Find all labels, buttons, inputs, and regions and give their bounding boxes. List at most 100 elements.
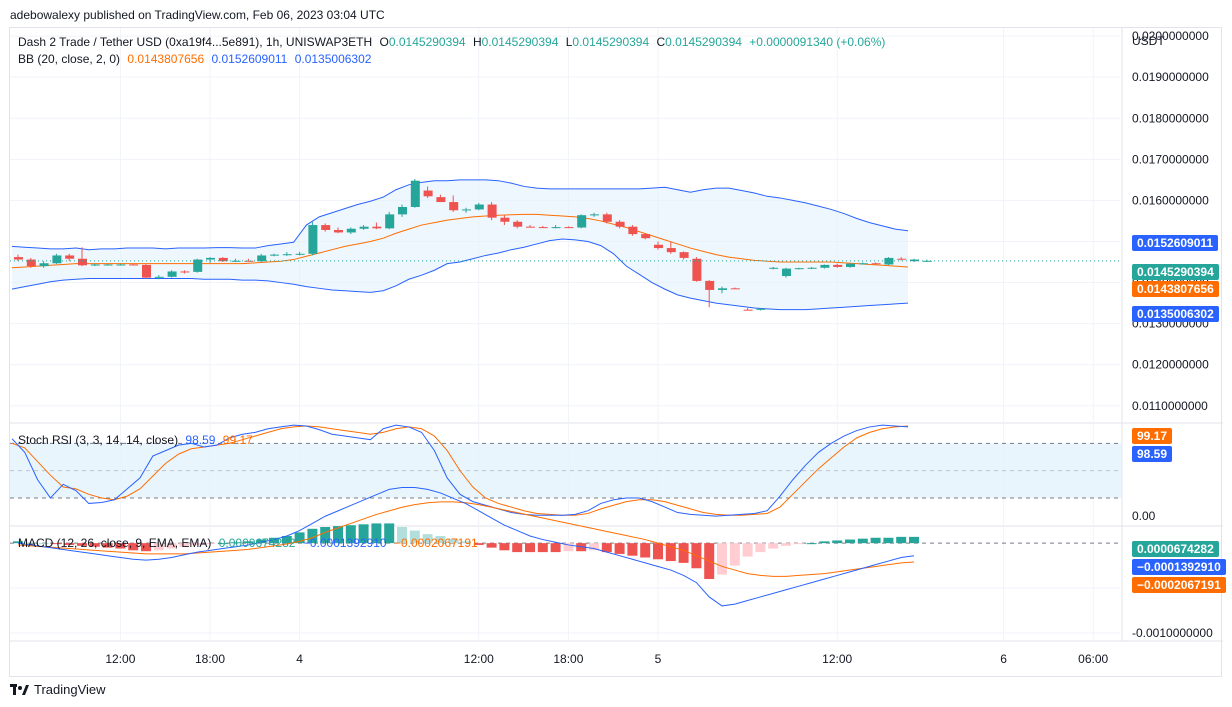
macd-histogram-bar	[269, 537, 279, 544]
macd-histogram-bar	[589, 543, 599, 551]
candle-body	[14, 257, 23, 260]
candle-body	[436, 197, 446, 203]
macd-histogram-bar	[717, 543, 727, 575]
candle-body	[615, 221, 625, 227]
macd-histogram-bar	[653, 543, 663, 560]
stoch-tick-label: 0.00	[1132, 509, 1156, 523]
candle-body	[474, 204, 484, 210]
price-tick-label: 0.0180000000	[1132, 111, 1209, 125]
macd-histogram-bar	[77, 543, 87, 546]
candle-body	[833, 264, 843, 267]
macd-histogram-bar	[486, 543, 497, 548]
candle-body	[359, 226, 369, 229]
candle-body	[692, 258, 702, 281]
chart-canvas[interactable]: 0.0200000000 0.0190000000 0.0180000000 0.01…	[10, 28, 1223, 678]
macd-histogram-bar	[550, 543, 561, 553]
macd-histogram-bar	[627, 543, 638, 556]
price-axis-unit: USDT	[1132, 34, 1165, 48]
candle-body	[206, 257, 215, 260]
macd-histogram-bar	[38, 543, 49, 545]
macd-histogram-bar	[358, 524, 369, 544]
macd-histogram-bar	[397, 527, 407, 544]
bb-lower-line	[11, 238, 909, 311]
macd-histogram-bar	[281, 535, 292, 544]
macd-histogram-bar	[307, 528, 318, 544]
macd-histogram-bar	[345, 525, 356, 544]
macd-label[interactable]: MACD (12, 26, close, 9, EMA, EMA)	[18, 536, 212, 550]
stoch-k-value: 98.59	[185, 433, 216, 447]
macd-histogram-bar	[845, 539, 855, 544]
bb-basis-badge: 0.0143807656	[1132, 281, 1219, 297]
candle-body	[116, 264, 126, 266]
bb-label[interactable]: BB (20, close, 2, 0)	[18, 52, 121, 66]
candle-body	[602, 214, 612, 222]
candle-body	[218, 257, 228, 262]
bb-basis-value: 0.0143807656	[127, 52, 205, 66]
price-tick-label: 0.0120000000	[1132, 358, 1209, 372]
macd-histogram-bar	[742, 543, 753, 557]
stoch-d-value: 99.17	[222, 433, 253, 447]
macd-histogram-bar	[883, 537, 894, 544]
price-tick-label: 0.0190000000	[1132, 70, 1209, 84]
macd-histogram-bar	[217, 543, 228, 545]
bb-lower-value: 0.0135006302	[294, 52, 372, 66]
candle-body	[410, 180, 420, 207]
publisher-header: adebowalexy published on TradingView.com…	[10, 8, 385, 22]
candle-body	[679, 252, 689, 258]
macd-histogram-bar	[832, 540, 843, 544]
price-tick-label: 0.0170000000	[1132, 152, 1209, 166]
stoch-label[interactable]: Stoch RSI (3, 3, 14, 14, close)	[18, 433, 179, 447]
macd-histogram-bar	[909, 536, 919, 544]
candle-body	[52, 255, 62, 264]
candle-body	[922, 260, 932, 262]
macd-histogram-bar	[819, 541, 830, 544]
candle-body	[820, 264, 830, 268]
macd-histogram-bar	[448, 538, 459, 544]
candle-body	[26, 259, 36, 267]
chart-frame[interactable]: 0.0200000000 0.0190000000 0.0180000000 0.01…	[9, 27, 1226, 678]
stoch-legend: Stoch RSI (3, 3, 14, 14, close) 98.59 99…	[18, 433, 257, 447]
candle-body	[705, 280, 715, 290]
candle-body	[487, 204, 497, 218]
macd-histogram-bar	[473, 543, 484, 545]
candle-body	[231, 260, 241, 262]
macd-histogram-bar	[601, 543, 612, 553]
bb-upper-badge: 0.0152609011	[1132, 235, 1219, 251]
macd-histogram-bar	[384, 523, 395, 544]
stoch-k-badge: 98.59	[1132, 446, 1173, 462]
macd-histogram-bar	[294, 532, 305, 544]
macd-histogram-bar	[729, 543, 740, 566]
candle-body	[846, 263, 855, 267]
macd-histogram-bar	[256, 539, 267, 544]
tradingview-brand[interactable]: TradingView	[34, 682, 106, 697]
symbol-title[interactable]: Dash 2 Trade / Tether USD (0xa19f4...5e8…	[18, 35, 373, 49]
macd-histogram-bar	[896, 536, 907, 544]
macd-histogram-bar	[371, 523, 382, 544]
time-tick-label: 18:00	[553, 652, 583, 666]
macd-histogram-bar	[461, 541, 471, 544]
candle-body	[718, 288, 727, 290]
candle-body	[334, 229, 343, 233]
macd-histogram-bar	[192, 543, 203, 545]
macd-line	[17, 487, 915, 607]
candle-body	[462, 209, 471, 211]
candle-body	[90, 264, 100, 266]
candle-body	[423, 190, 433, 197]
candle-body	[39, 263, 49, 267]
candle-body	[794, 268, 804, 270]
candle-body	[500, 217, 510, 222]
bb-fill-area	[12, 179, 908, 310]
macd-histogram-bar	[25, 542, 36, 544]
macd-histogram-bar	[230, 542, 241, 544]
time-tick-label: 4	[296, 652, 303, 666]
macd-histogram-bar	[614, 543, 625, 554]
candle-body	[308, 225, 318, 254]
macd-histogram-bar	[409, 530, 420, 544]
candle-body	[513, 221, 523, 227]
macd-histogram-bar	[665, 543, 676, 562]
macd-histogram-bar	[512, 543, 523, 553]
price-tick-label: 0.0110000000	[1132, 399, 1208, 413]
high-label: H	[472, 35, 482, 49]
candle-body	[551, 227, 561, 229]
candle-body	[538, 227, 548, 229]
